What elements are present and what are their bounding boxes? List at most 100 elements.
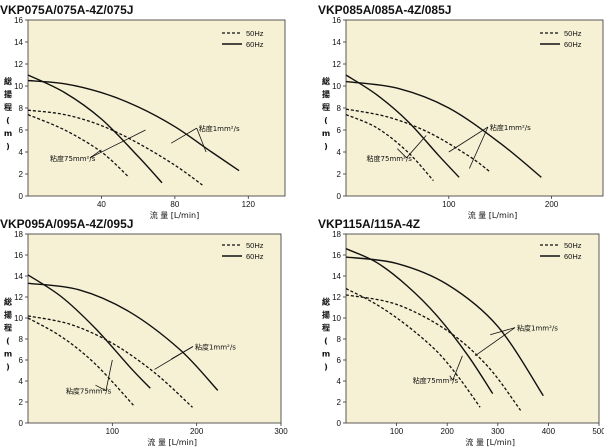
annotation-leader bbox=[449, 375, 454, 381]
x-axis-label: 流 量 [L/min] bbox=[147, 437, 197, 447]
y-tick-label: 4 bbox=[19, 148, 24, 157]
legend-label-60hz: 60Hz bbox=[564, 40, 582, 49]
annotation-leader bbox=[171, 346, 194, 360]
legend-label-50hz: 50Hz bbox=[246, 29, 264, 38]
chart-title: VKP075A/075A-4Z/075J bbox=[0, 3, 133, 17]
y-tick-label: 2 bbox=[19, 398, 24, 407]
chart-vkp075: VKP075A/075A-4Z/075J 0 2 4 6 8 10 12 14 16 40 80 120… bbox=[0, 3, 286, 220]
y-tick-label: 6 bbox=[337, 126, 342, 135]
y-tick-label: 8 bbox=[337, 104, 342, 113]
x-tick-label: 40 bbox=[97, 200, 106, 209]
legend-label-60hz: 60Hz bbox=[564, 252, 582, 261]
y-tick-label: 14 bbox=[14, 272, 23, 281]
series-line-50hz bbox=[27, 315, 193, 408]
annotation-label: 粘度1mm²/s bbox=[199, 124, 240, 133]
y-axis-label: 総揚程(m) bbox=[322, 297, 330, 372]
y-tick-label: 16 bbox=[332, 251, 341, 260]
annotation-leader bbox=[406, 135, 427, 159]
y-tick-label: 10 bbox=[332, 82, 341, 91]
y-tick-label: 14 bbox=[332, 38, 341, 47]
series-line-50hz bbox=[27, 109, 203, 186]
y-tick-label: 0 bbox=[337, 192, 342, 201]
y-tick-label: 14 bbox=[14, 38, 23, 47]
annotation-leader bbox=[474, 327, 516, 357]
x-axis-label: 流 量 [L/min] bbox=[150, 210, 200, 220]
y-tick-label: 0 bbox=[19, 192, 24, 201]
y-tick-label: 0 bbox=[19, 419, 24, 428]
annotation-leader bbox=[468, 126, 489, 169]
annotation-label: 粘度75mm²/s bbox=[50, 154, 96, 163]
y-tick-label: 16 bbox=[332, 16, 341, 25]
y-tick-label: 2 bbox=[19, 170, 24, 179]
x-axis-label: 流 量 [L/min] bbox=[465, 437, 515, 447]
chart-title: VKP085A/085A-4Z/085J bbox=[318, 3, 451, 17]
x-tick-label: 100 bbox=[390, 427, 404, 436]
y-tick-label: 8 bbox=[19, 335, 24, 344]
y-tick-label: 4 bbox=[337, 377, 342, 386]
series-line-50hz bbox=[345, 294, 522, 411]
annotation-leader bbox=[490, 327, 516, 336]
x-tick-label: 80 bbox=[170, 200, 179, 209]
legend-label-50hz: 50Hz bbox=[564, 241, 582, 250]
plot-area bbox=[345, 19, 604, 197]
annotation-label: 粘度1mm²/s bbox=[490, 123, 531, 132]
y-tick-label: 8 bbox=[337, 335, 342, 344]
legend-label-50hz: 50Hz bbox=[564, 29, 582, 38]
annotation-leader bbox=[448, 126, 489, 153]
annotation-label: 粘度75mm²/s bbox=[66, 387, 112, 396]
y-tick-label: 12 bbox=[14, 60, 23, 69]
annotation-leader bbox=[170, 127, 197, 144]
plot-area bbox=[345, 233, 600, 424]
y-axis-label: 総揚程(m) bbox=[4, 297, 12, 372]
x-tick-label: 400 bbox=[542, 427, 556, 436]
x-tick-label: 200 bbox=[441, 427, 455, 436]
y-tick-label: 16 bbox=[14, 251, 23, 260]
series-line-60hz bbox=[345, 74, 460, 178]
x-tick-label: 120 bbox=[242, 200, 256, 209]
x-tick-label: 300 bbox=[491, 427, 505, 436]
y-tick-label: 10 bbox=[14, 82, 23, 91]
x-tick-label: 100 bbox=[442, 200, 456, 209]
legend-label-60hz: 60Hz bbox=[246, 40, 264, 49]
annotation-leader bbox=[452, 355, 463, 381]
annotation-leader bbox=[95, 384, 107, 391]
y-tick-label: 18 bbox=[332, 230, 341, 239]
series-line-60hz bbox=[27, 79, 240, 172]
chart-vkp085: VKP085A/085A-4Z/085J 0 2 4 6 8 10 12 14 16 100 200 流… bbox=[318, 3, 604, 220]
annotation-label: 粘度75mm²/s bbox=[367, 154, 413, 163]
series-line-60hz bbox=[345, 80, 542, 178]
series-line-60hz bbox=[345, 256, 544, 397]
y-tick-label: 16 bbox=[14, 16, 23, 25]
y-axis-label: 総揚程(m) bbox=[4, 76, 12, 151]
series-line-60hz bbox=[27, 282, 219, 391]
x-tick-label: 500 bbox=[592, 427, 604, 436]
y-tick-label: 4 bbox=[19, 377, 24, 386]
annotation-label: 粘度1mm²/s bbox=[195, 343, 236, 352]
y-tick-label: 2 bbox=[337, 398, 342, 407]
y-axis-label: 総揚程(m) bbox=[322, 76, 330, 151]
annotation-leader bbox=[196, 127, 207, 153]
series-line-60hz bbox=[27, 274, 151, 389]
annotation-leader bbox=[397, 148, 407, 159]
series-line-50hz bbox=[27, 317, 134, 406]
x-tick-label: 200 bbox=[545, 200, 559, 209]
y-tick-label: 6 bbox=[19, 126, 24, 135]
x-tick-label: 300 bbox=[274, 427, 288, 436]
y-tick-label: 12 bbox=[14, 293, 23, 302]
plot-area bbox=[27, 19, 286, 197]
chart-vkp095: VKP095A/095A-4Z/095J 0 2 4 6 8 10 12 14 16 18 100 20… bbox=[0, 217, 288, 447]
x-tick-label: 200 bbox=[190, 427, 204, 436]
y-tick-label: 10 bbox=[332, 314, 341, 323]
chart-vkp115: VKP115A/115A-4Z 0 2 4 6 8 10 12 14 16 18 100 200 300 4… bbox=[318, 217, 604, 447]
series-line-60hz bbox=[345, 248, 494, 394]
series-line-60hz bbox=[27, 74, 163, 184]
y-tick-label: 14 bbox=[332, 272, 341, 281]
y-tick-label: 0 bbox=[337, 419, 342, 428]
y-tick-label: 18 bbox=[14, 230, 23, 239]
series-line-50hz bbox=[345, 288, 481, 408]
legend-label-50hz: 50Hz bbox=[246, 241, 264, 250]
annotation-label: 粘度1mm²/s bbox=[517, 324, 558, 333]
series-line-50hz bbox=[345, 108, 491, 173]
legend-label-60hz: 60Hz bbox=[246, 252, 264, 261]
y-tick-label: 12 bbox=[332, 60, 341, 69]
